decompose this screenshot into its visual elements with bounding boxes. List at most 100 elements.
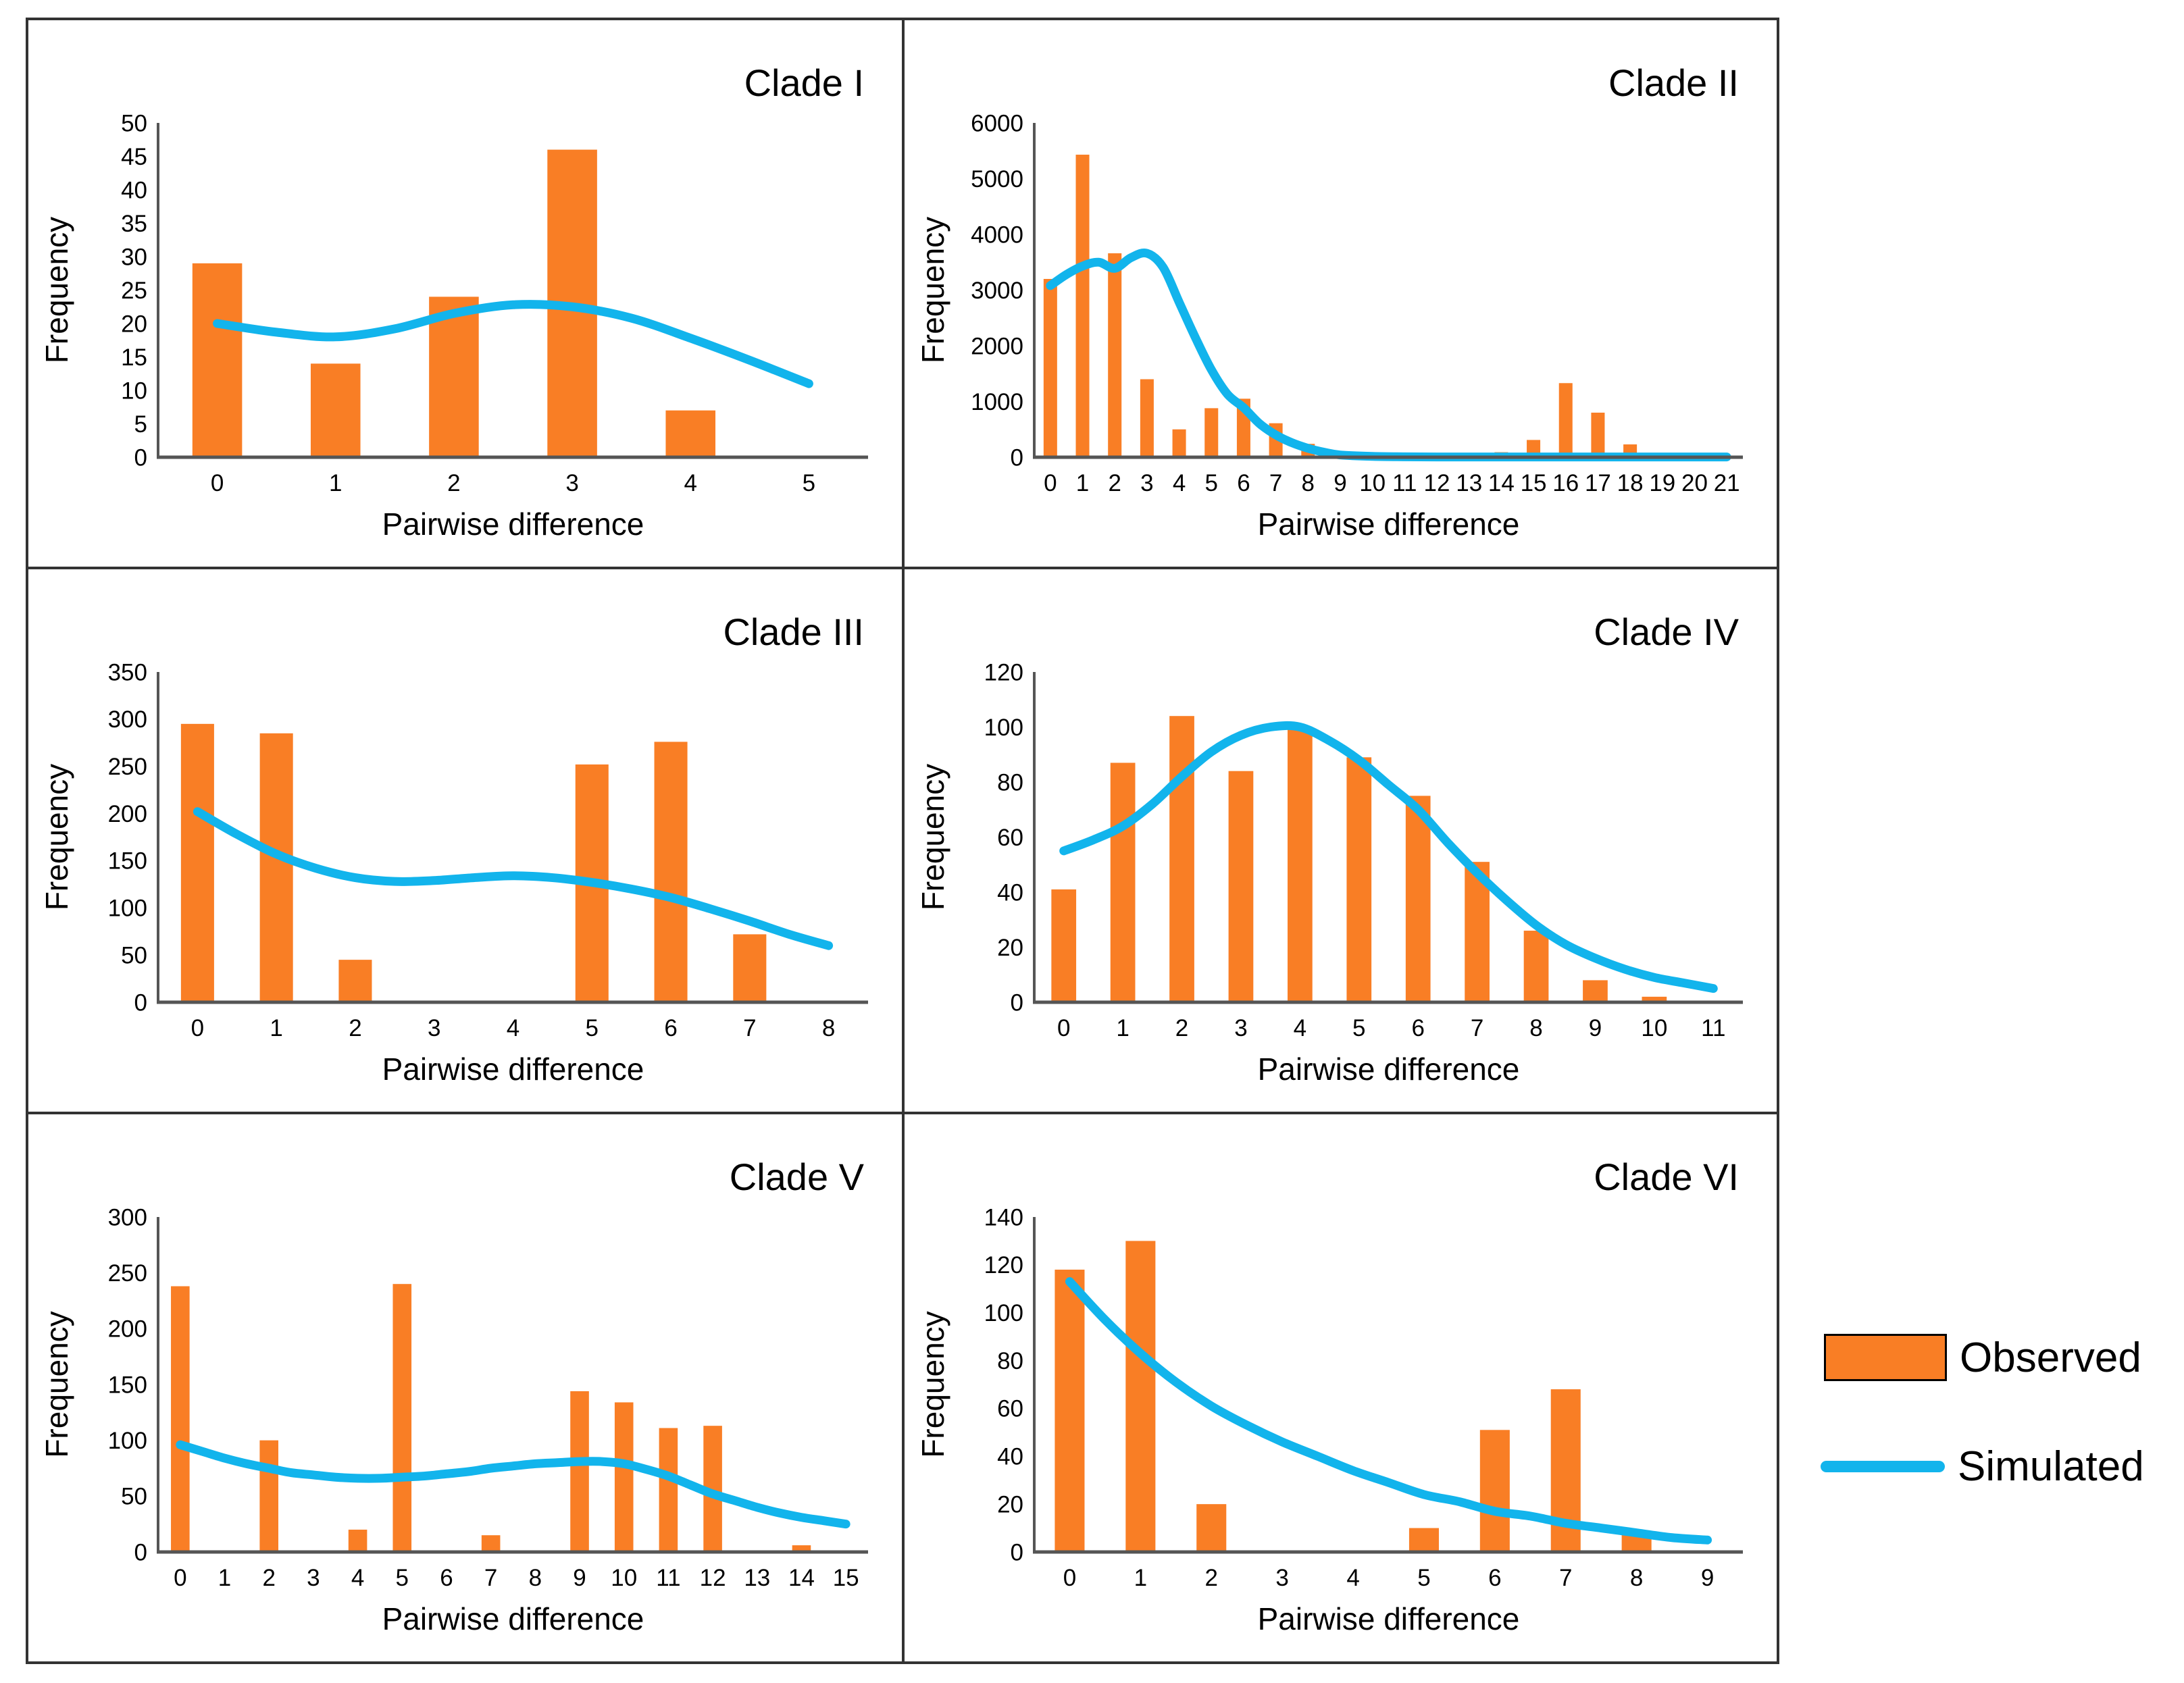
y-tick-label: 0 bbox=[1011, 444, 1023, 471]
x-tick-label: 2 bbox=[1175, 1015, 1188, 1041]
x-tick-label: 1 bbox=[1076, 470, 1089, 496]
panel-clade-iii: 0 50 100 150 200 250 300 350 0 1 2 3 4 5 6 7 8 Clade III P… bbox=[28, 569, 905, 1114]
simulated-line bbox=[176, 1440, 850, 1529]
x-tick-label: 10 bbox=[611, 1565, 637, 1591]
y-tick-label: 2000 bbox=[971, 333, 1023, 359]
x-tick-label: 3 bbox=[1234, 1015, 1247, 1041]
x-tick-label: 2 bbox=[447, 470, 460, 496]
x-tick-label: 10 bbox=[1359, 470, 1386, 496]
x-tick-label: 16 bbox=[1552, 470, 1579, 496]
y-tick-label: 200 bbox=[108, 801, 147, 827]
observed-bar bbox=[348, 1529, 367, 1552]
x-tick-label: 8 bbox=[529, 1565, 542, 1591]
y-tick-label: 150 bbox=[108, 848, 147, 875]
y-tick-label: 20 bbox=[121, 311, 147, 337]
x-tick-label: 1 bbox=[329, 470, 342, 496]
y-tick-label: 25 bbox=[121, 278, 147, 304]
y-axis-title: Frequency bbox=[39, 217, 74, 363]
observed-bar bbox=[1346, 757, 1372, 1002]
panel-title: Clade II bbox=[1608, 61, 1739, 104]
observed-bar bbox=[665, 410, 716, 457]
y-tick-label: 100 bbox=[984, 1300, 1023, 1326]
x-tick-label: 5 bbox=[1205, 470, 1218, 496]
observed-bar bbox=[1172, 429, 1186, 457]
x-tick-label: 0 bbox=[1044, 470, 1057, 496]
x-tick-label: 11 bbox=[656, 1565, 680, 1591]
legend-simulated-label: Simulated bbox=[1958, 1443, 2144, 1490]
y-tick-label: 140 bbox=[984, 1204, 1023, 1231]
panel-clade-iv: 0 20 40 60 80 100 120 0 1 2 3 4 5 6 7 8 9 10 11 Clade IV Pai… bbox=[905, 569, 1777, 1114]
x-axis-title: Pairwise difference bbox=[382, 1052, 644, 1087]
y-tick-label: 100 bbox=[108, 1428, 147, 1454]
observed-bar bbox=[180, 723, 214, 1002]
y-tick-label: 20 bbox=[997, 935, 1023, 961]
x-tick-label: 4 bbox=[507, 1015, 519, 1041]
observed-bar bbox=[1558, 383, 1573, 457]
x-tick-label: 5 bbox=[1352, 1015, 1365, 1041]
y-tick-label: 0 bbox=[1011, 1539, 1023, 1565]
legend-item-observed: Observed bbox=[1824, 1333, 2141, 1382]
y-tick-label: 300 bbox=[108, 706, 147, 733]
panel-clade-i: 0 5 10 15 20 25 30 35 40 45 50 0 1 2 3 4 5 Clade I Pairwis… bbox=[28, 20, 905, 569]
x-tick-label: 11 bbox=[1701, 1015, 1725, 1041]
x-tick-label: 8 bbox=[822, 1015, 835, 1041]
observed-bar bbox=[1169, 716, 1194, 1002]
x-tick-label: 0 bbox=[191, 1015, 204, 1041]
observed-bar bbox=[1405, 796, 1431, 1002]
x-tick-label: 15 bbox=[833, 1565, 859, 1591]
simulated-line bbox=[1065, 1277, 1712, 1545]
x-tick-label: 0 bbox=[211, 470, 224, 496]
x-tick-label: 12 bbox=[1424, 470, 1450, 496]
panel-title: Clade VI bbox=[1594, 1156, 1739, 1198]
observed-swatch-icon bbox=[1824, 1334, 1947, 1381]
x-tick-label: 6 bbox=[1411, 1015, 1424, 1041]
x-tick-label: 6 bbox=[440, 1565, 453, 1591]
y-tick-label: 100 bbox=[984, 715, 1023, 741]
x-tick-label: 4 bbox=[1346, 1565, 1359, 1591]
y-tick-label: 200 bbox=[108, 1316, 147, 1343]
x-tick-label: 4 bbox=[351, 1565, 364, 1591]
x-tick-label: 8 bbox=[1302, 470, 1315, 496]
x-tick-label: 2 bbox=[349, 1015, 361, 1041]
observed-bar bbox=[1288, 727, 1313, 1002]
observed-bar bbox=[1204, 408, 1219, 457]
y-tick-label: 250 bbox=[108, 754, 147, 780]
x-tick-label: 12 bbox=[700, 1565, 726, 1591]
x-tick-label: 5 bbox=[803, 470, 815, 496]
x-tick-label: 1 bbox=[1116, 1015, 1129, 1041]
y-axis-title: Frequency bbox=[915, 217, 950, 363]
y-tick-label: 0 bbox=[1011, 989, 1023, 1016]
y-tick-label: 30 bbox=[121, 244, 147, 270]
y-tick-label: 60 bbox=[997, 825, 1023, 851]
x-tick-label: 7 bbox=[1269, 470, 1282, 496]
y-tick-label: 20 bbox=[997, 1491, 1023, 1518]
y-tick-label: 80 bbox=[997, 769, 1023, 796]
observed-bar bbox=[338, 960, 372, 1002]
observed-bar bbox=[1125, 1241, 1156, 1552]
y-tick-label: 6000 bbox=[971, 110, 1023, 136]
x-tick-label: 1 bbox=[1134, 1565, 1147, 1591]
observed-bar bbox=[392, 1284, 412, 1552]
x-tick-label: 5 bbox=[586, 1015, 599, 1041]
chart-clade-vi: 0 20 40 60 80 100 120 140 0 1 2 3 4 5 6 7 8 9 Clade VI Pair… bbox=[915, 1156, 1743, 1636]
observed-bar bbox=[429, 296, 479, 457]
observed-bar bbox=[171, 1286, 190, 1552]
legend-item-simulated: Simulated bbox=[1821, 1442, 2144, 1491]
y-tick-label: 40 bbox=[121, 177, 147, 203]
y-tick-label: 120 bbox=[984, 1252, 1023, 1278]
observed-bar bbox=[1228, 771, 1254, 1002]
observed-bar bbox=[259, 733, 293, 1002]
panel-title: Clade IV bbox=[1594, 611, 1739, 653]
y-tick-label: 60 bbox=[997, 1396, 1023, 1422]
y-axis-title: Frequency bbox=[39, 1311, 74, 1457]
chart-clade-iv: 0 20 40 60 80 100 120 0 1 2 3 4 5 6 7 8 9 10 11 Clade IV Pai… bbox=[915, 611, 1743, 1087]
x-tick-label: 7 bbox=[1559, 1565, 1572, 1591]
x-tick-label: 6 bbox=[1237, 470, 1250, 496]
y-tick-label: 3000 bbox=[971, 278, 1023, 304]
x-tick-label: 4 bbox=[1294, 1015, 1306, 1041]
observed-bar bbox=[1591, 413, 1605, 457]
y-tick-label: 1000 bbox=[971, 389, 1023, 415]
